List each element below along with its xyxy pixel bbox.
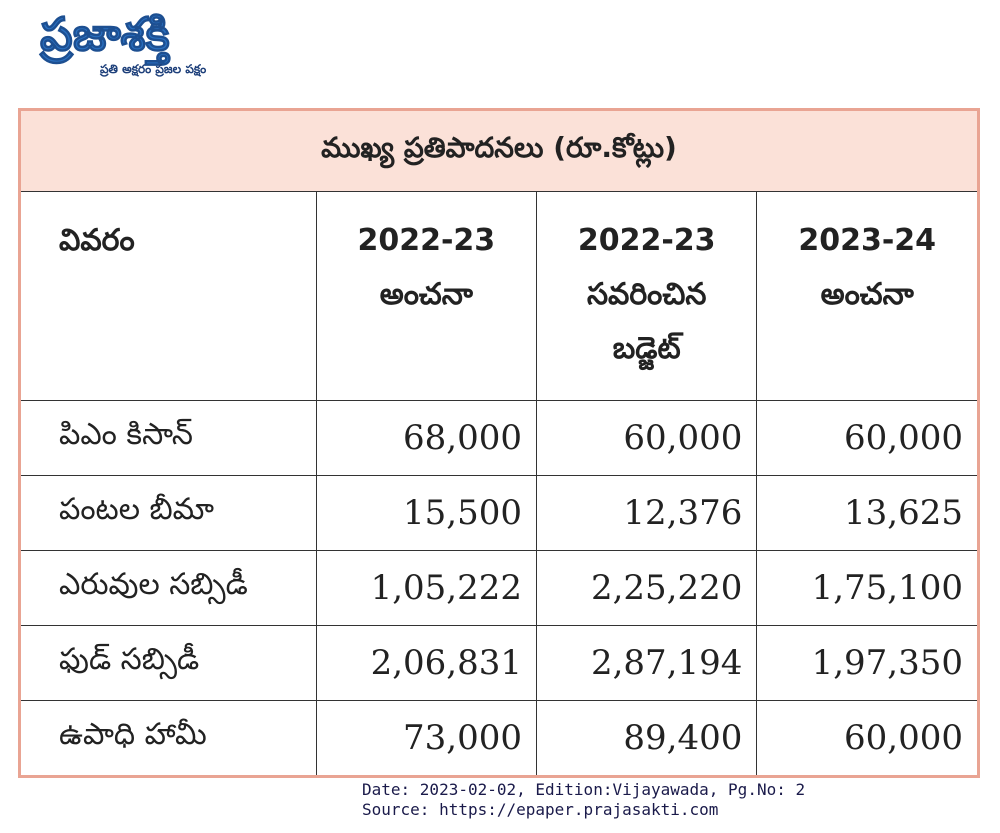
- header-line: అంచనా: [379, 277, 473, 312]
- footer-source: Source: https://epaper.prajasakti.com: [362, 800, 719, 819]
- tagline: ప్రతి అక్షరం ప్రజల పక్షం: [100, 62, 207, 76]
- column-header: 2023-24 అంచనా: [756, 191, 979, 401]
- footer-date: Date: 2023-02-02, Edition:Vijayawada, Pg…: [362, 780, 806, 799]
- cell-value: 73,000: [315, 700, 538, 777]
- cell-value: 1,97,350: [756, 625, 979, 701]
- cell-value: 12,376: [535, 475, 758, 551]
- row-label: ఉపాధి హామీ: [19, 700, 317, 777]
- logo: ప్రజాశక్తి ప్రతి అక్షరం ప్రజల పక్షం: [40, 6, 280, 86]
- cell-value: 1,05,222: [315, 550, 538, 626]
- column-header: 2022-23 అంచనా: [315, 191, 538, 401]
- cell-value: 1,75,100: [756, 550, 979, 626]
- table-row: పంటల బీమా 15,500 12,376 13,625: [19, 475, 979, 551]
- title-row: ముఖ్య ప్రతిపాదనలు (రూ.కోట్లు): [19, 109, 979, 192]
- table-row: పిఎం కిసాన్ 68,000 60,000 60,000: [19, 400, 979, 476]
- header-line: బడ్జెట్: [612, 331, 681, 366]
- table-row: ఉపాధి హామీ 73,000 89,400 60,000: [19, 700, 979, 777]
- cell-value: 68,000: [315, 400, 538, 476]
- row-label: ఫుడ్ సబ్సిడీ: [19, 625, 317, 701]
- cell-value: 89,400: [535, 700, 758, 777]
- header-line: వివరం: [59, 223, 135, 258]
- header-line: సవరించిన: [586, 277, 707, 312]
- header-line: 2023-24: [798, 223, 937, 258]
- column-header: 2022-23 సవరించిన బడ్జెట్: [535, 191, 758, 401]
- row-label: పిఎం కిసాన్: [19, 400, 317, 476]
- cell-value: 60,000: [535, 400, 758, 476]
- budget-table: ముఖ్య ప్రతిపాదనలు (రూ.కోట్లు) వివరం 2022-…: [18, 108, 980, 778]
- cell-value: 13,625: [756, 475, 979, 551]
- header-line: అంచనా: [820, 277, 914, 312]
- cell-value: 2,25,220: [535, 550, 758, 626]
- cell-value: 15,500: [315, 475, 538, 551]
- column-header: వివరం: [19, 191, 317, 401]
- footer: Date: 2023-02-02, Edition:Vijayawada, Pg…: [362, 780, 805, 820]
- table-body: పిఎం కిసాన్ 68,000 60,000 60,000 పంటల బీమా 15…: [19, 400, 979, 777]
- row-label: పంటల బీమా: [19, 475, 317, 551]
- cell-value: 2,06,831: [315, 625, 538, 701]
- table-title: ముఖ్య ప్రతిపాదనలు (రూ.కోట్లు): [19, 109, 979, 192]
- header-line: 2022-23: [577, 223, 716, 258]
- cell-value: 60,000: [756, 400, 979, 476]
- table-row: ఫుడ్ సబ్సిడీ 2,06,831 2,87,194 1,97,350: [19, 625, 979, 701]
- row-label: ఎరువుల సబ్సిడీ: [19, 550, 317, 626]
- cell-value: 2,87,194: [535, 625, 758, 701]
- cell-value: 60,000: [756, 700, 979, 777]
- table-row: ఎరువుల సబ్సిడీ 1,05,222 2,25,220 1,75,100: [19, 550, 979, 626]
- logo-text: ప్రజాశక్తి: [40, 7, 171, 62]
- header-row: వివరం 2022-23 అంచనా 2022-23 సవరించిన బడ్జెట్ 2…: [19, 191, 979, 401]
- header-line: 2022-23: [357, 223, 496, 258]
